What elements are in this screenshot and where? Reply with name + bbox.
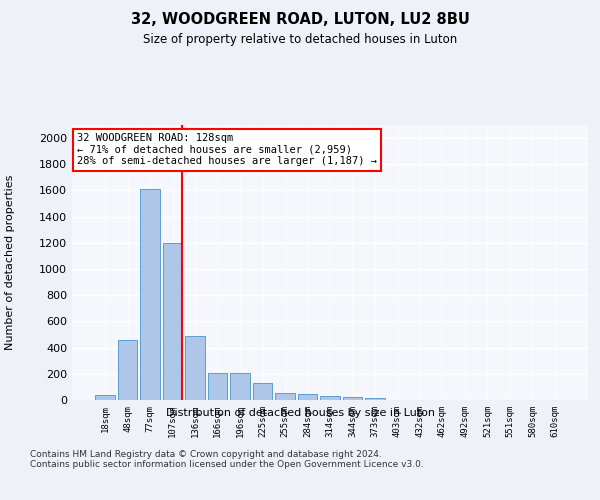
Text: Distribution of detached houses by size in Luton: Distribution of detached houses by size … [166,408,434,418]
Bar [298,394,317,400]
Bar [118,340,137,400]
Bar [343,398,362,400]
Bar [253,383,272,400]
Text: Size of property relative to detached houses in Luton: Size of property relative to detached ho… [143,32,457,46]
Text: 32 WOODGREEN ROAD: 128sqm
← 71% of detached houses are smaller (2,959)
28% of se: 32 WOODGREEN ROAD: 128sqm ← 71% of detac… [77,133,377,166]
Bar [230,372,250,400]
Bar [320,396,340,400]
Text: 32, WOODGREEN ROAD, LUTON, LU2 8BU: 32, WOODGREEN ROAD, LUTON, LU2 8BU [131,12,469,28]
Bar [365,398,385,400]
Bar [163,243,182,400]
Text: Contains HM Land Registry data © Crown copyright and database right 2024.
Contai: Contains HM Land Registry data © Crown c… [30,450,424,469]
Bar [208,372,227,400]
Bar [140,189,160,400]
Y-axis label: Number of detached properties: Number of detached properties [5,175,15,350]
Bar [185,336,205,400]
Bar [95,396,115,400]
Bar [275,394,295,400]
